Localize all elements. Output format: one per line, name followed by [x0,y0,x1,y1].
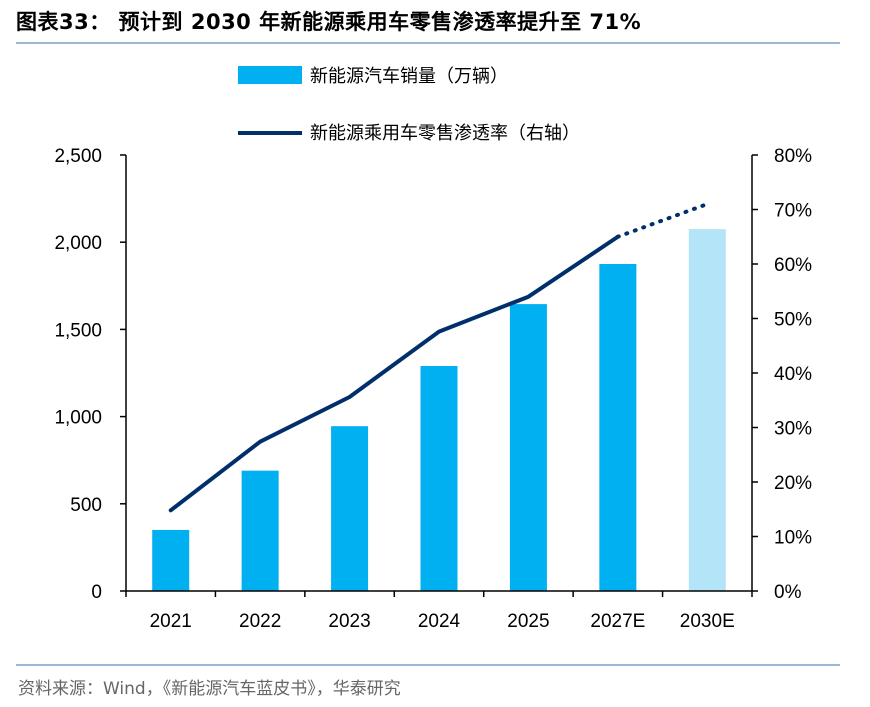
tick-labels: 0 500 1,000 1,500 2,000 2,500 0% 10% 20% 30% 40% 50… [54,146,812,632]
line-series [168,202,710,513]
penetration-line-forecast [615,202,710,239]
x-tick-label-2027E: 2027E [590,611,645,632]
right-tick-label: 10% [774,528,812,549]
chart-title: 图表33： 预计到 2030 年新能源乘用车零售渗透率提升至 71% [16,10,642,34]
source-note: 资料来源：Wind，《新能源汽车蓝皮书》，华泰研究 [18,679,401,699]
left-tick-label: 2,500 [54,146,102,167]
legend-swatch-bar [238,66,302,84]
left-tick-label: 0 [91,582,102,603]
source-divider [16,664,840,666]
right-tick-label: 20% [774,473,812,494]
bar-2027E [599,264,637,591]
bar-2030E [688,229,726,591]
axes [120,154,758,597]
x-tick-label-2024: 2024 [418,611,461,632]
right-tick-label: 40% [774,364,812,385]
right-tick-label: 70% [774,201,812,222]
right-tick-label: 0% [774,582,802,603]
bar-series [152,229,726,591]
left-tick-label: 1,500 [54,320,102,341]
right-tick-label: 50% [774,310,812,331]
x-tick-label-2030E: 2030E [680,611,735,632]
legend-label-line: 新能源乘用车零售渗透率（右轴） [310,123,580,144]
left-tick-label: 2,000 [54,233,102,254]
x-tick-label-2021: 2021 [150,611,192,632]
right-tick-label: 80% [774,146,812,167]
bar-2024 [420,366,458,591]
right-tick-label: 30% [774,419,812,440]
legend-label-bar: 新能源汽车销量（万辆） [310,66,508,87]
x-tick-label-2022: 2022 [239,611,281,632]
legend: 新能源汽车销量（万辆） 新能源乘用车零售渗透率（右轴） [238,66,580,144]
x-tick-label-2025: 2025 [507,611,549,632]
bar-2025 [509,304,547,591]
x-tick-label-2023: 2023 [328,611,370,632]
bar-2021 [152,529,190,591]
bar-2023 [331,426,369,591]
bar-2022 [241,470,279,591]
left-tick-label: 1,000 [54,408,102,429]
title-divider [16,42,840,44]
penetration-line-actual [168,234,620,513]
left-tick-label: 500 [70,495,102,516]
right-tick-label: 60% [774,255,812,276]
